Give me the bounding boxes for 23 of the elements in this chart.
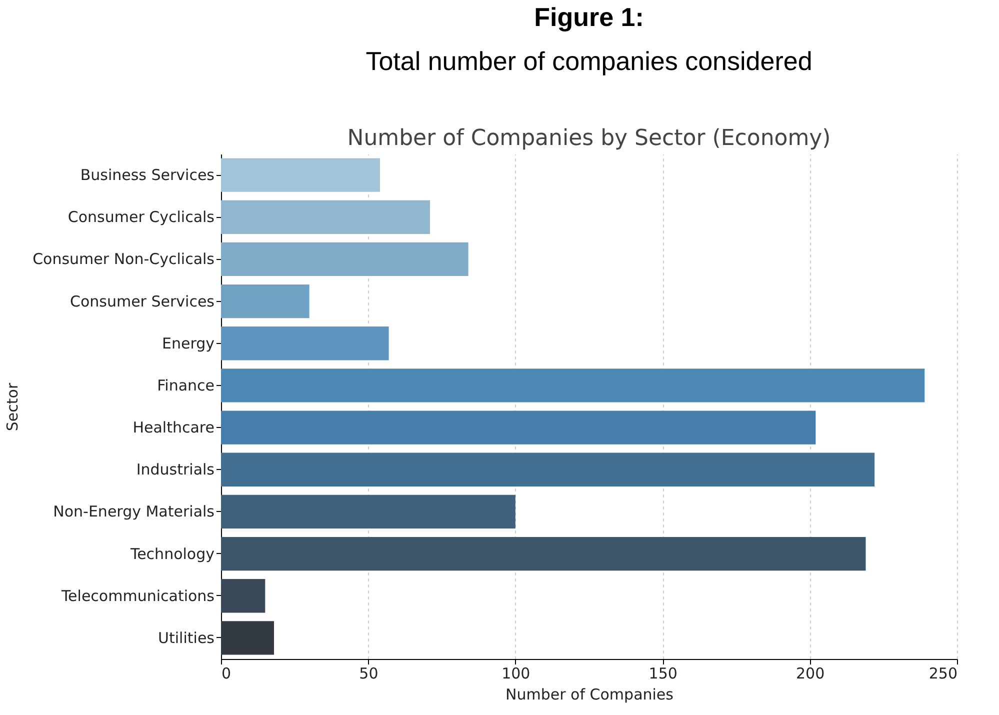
y-tick-label: Consumer Cyclicals	[68, 208, 215, 226]
x-tick-label: 200	[796, 664, 825, 682]
y-tick-label: Technology	[129, 544, 215, 563]
y-tick-label: Energy	[162, 334, 215, 352]
y-tick-label: Utilities	[158, 628, 215, 647]
chart-subtitle: Total number of companies considered	[366, 46, 812, 76]
y-tick-label: Industrials	[136, 460, 215, 479]
x-tick-label: 100	[502, 664, 530, 682]
x-tick-label: 50	[359, 664, 378, 682]
y-tick-label: Telecommunications	[60, 586, 215, 605]
text: Number of Companies by Sector (Economy)	[347, 126, 831, 151]
y-tick-label: Business Services	[80, 166, 215, 184]
y-tick-label: Consumer Services	[70, 292, 215, 310]
x-tick-label: 150	[648, 664, 678, 682]
y-tick-label: Finance	[157, 376, 214, 394]
x-tick-label: 250	[928, 664, 958, 682]
y-tick-label: Healthcare	[132, 418, 214, 437]
x-axis-title: Number of Companies	[506, 686, 674, 704]
x-tick-label: 0	[222, 664, 232, 682]
chart-title: Figure 1:	[534, 2, 644, 32]
y-tick-label: Non-Energy Materials	[53, 502, 215, 521]
y-axis-title: Sector	[4, 382, 22, 432]
y-tick-label: Consumer Non-Cyclicals	[32, 250, 215, 268]
